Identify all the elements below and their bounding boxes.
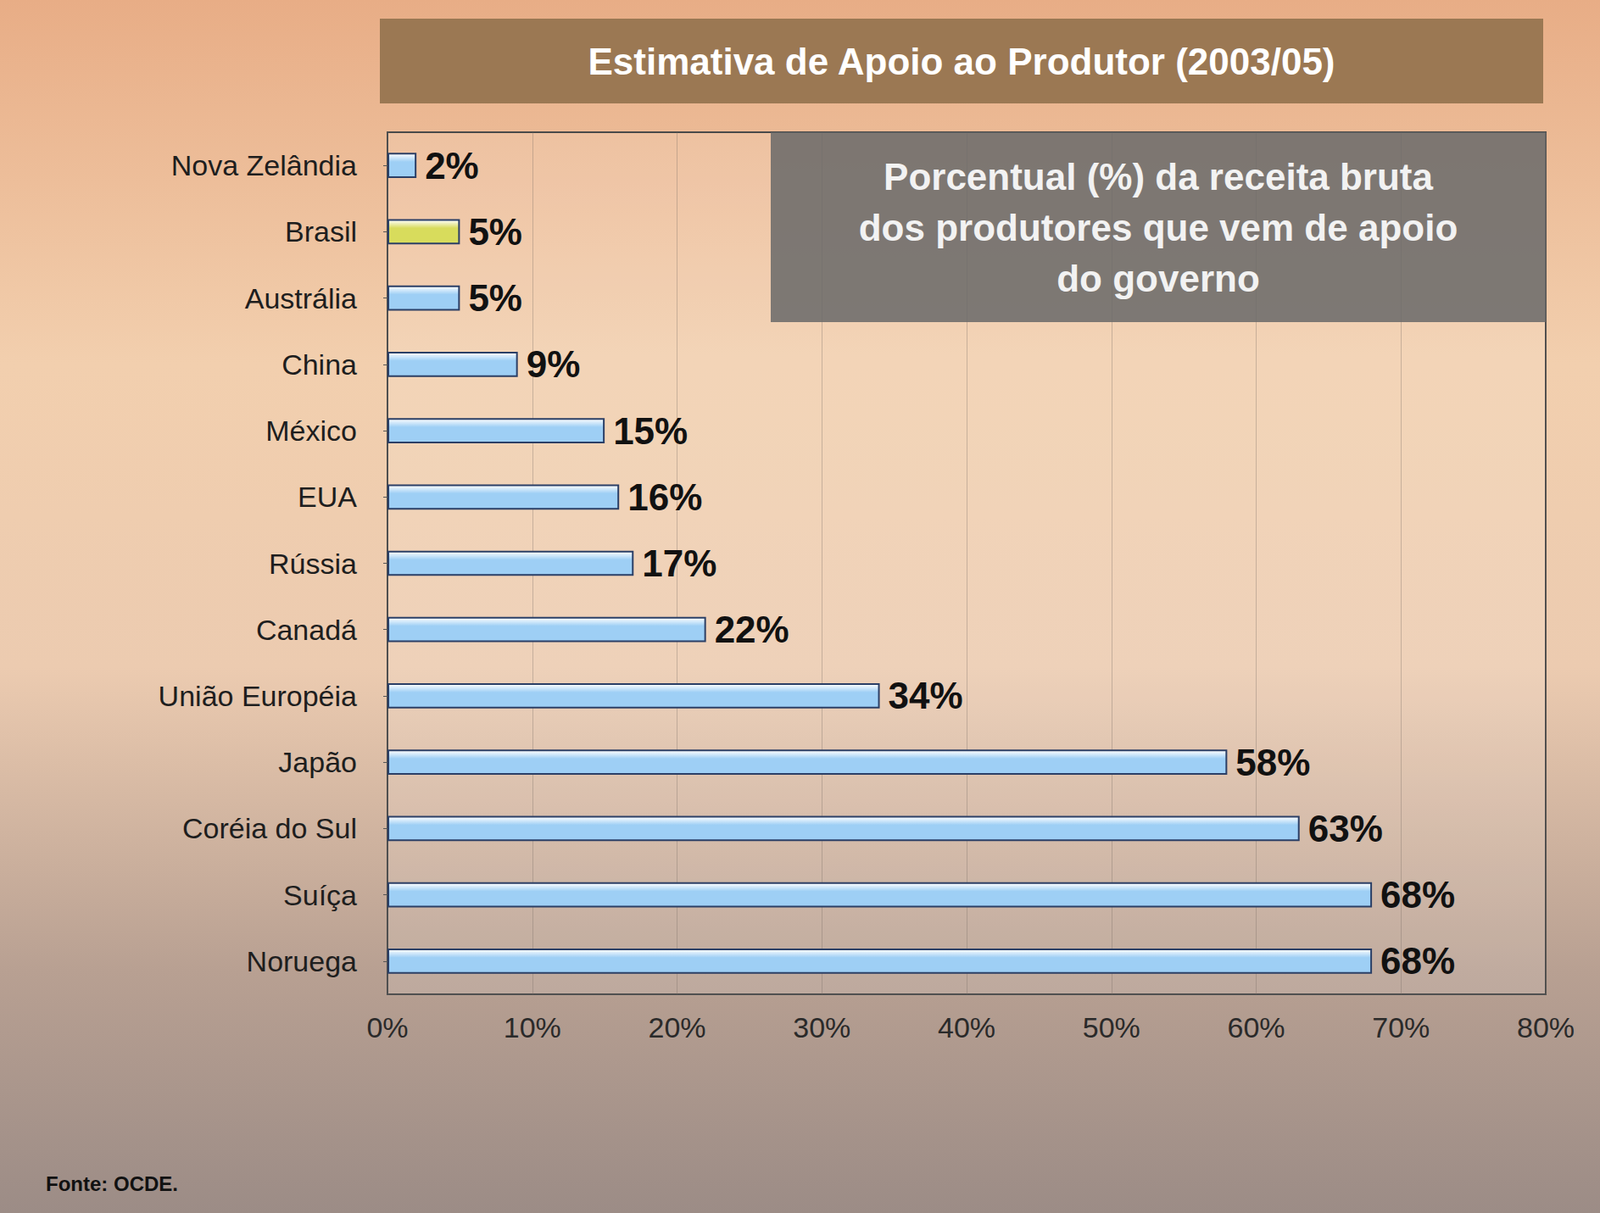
svg-text:40%: 40%: [937, 1011, 996, 1044]
svg-text:Canadá: Canadá: [256, 613, 357, 647]
svg-text:União Européia: União Européia: [158, 680, 357, 713]
svg-text:EUA: EUA: [297, 480, 357, 513]
svg-text:68%: 68%: [1380, 874, 1456, 916]
svg-text:20%: 20%: [647, 1011, 706, 1044]
svg-text:dos produtores que vem de apoi: dos produtores que vem de apoio: [858, 206, 1459, 249]
svg-text:Nova Zelândia: Nova Zelândia: [171, 149, 357, 182]
svg-text:Coréia do Sul: Coréia do Sul: [182, 812, 357, 845]
svg-text:Noruega: Noruega: [246, 945, 358, 978]
svg-text:Austrália: Austrália: [245, 282, 357, 315]
svg-text:do governo: do governo: [1056, 257, 1260, 300]
svg-text:68%: 68%: [1380, 940, 1456, 982]
svg-text:9%: 9%: [526, 343, 581, 385]
svg-text:Suíça: Suíça: [283, 879, 357, 912]
svg-text:Estimativa de Apoio ao Produto: Estimativa de Apoio ao Produtor (2003/05…: [587, 40, 1335, 83]
svg-text:Japão: Japão: [278, 746, 357, 779]
svg-text:China: China: [281, 348, 357, 381]
svg-text:34%: 34%: [888, 674, 964, 717]
svg-text:México: México: [265, 414, 357, 447]
svg-text:Porcentual (%) da receita brut: Porcentual (%) da receita bruta: [883, 156, 1433, 198]
svg-text:Rússia: Rússia: [268, 547, 357, 580]
svg-text:30%: 30%: [792, 1011, 851, 1044]
svg-text:15%: 15%: [613, 410, 688, 452]
svg-text:63%: 63%: [1308, 808, 1383, 850]
svg-text:Brasil: Brasil: [284, 215, 357, 248]
svg-text:0%: 0%: [366, 1011, 408, 1044]
svg-text:2%: 2%: [424, 144, 480, 187]
svg-text:22%: 22%: [714, 608, 790, 651]
svg-text:Fonte: OCDE.: Fonte: OCDE.: [45, 1172, 179, 1196]
svg-text:70%: 70%: [1371, 1011, 1430, 1044]
svg-text:17%: 17%: [641, 542, 717, 585]
svg-text:16%: 16%: [627, 476, 703, 519]
svg-text:80%: 80%: [1516, 1011, 1575, 1044]
svg-text:10%: 10%: [503, 1011, 562, 1044]
svg-text:5%: 5%: [468, 211, 523, 253]
svg-text:60%: 60%: [1226, 1011, 1285, 1044]
svg-text:5%: 5%: [468, 277, 523, 319]
svg-text:58%: 58%: [1235, 741, 1311, 784]
svg-text:50%: 50%: [1082, 1011, 1141, 1044]
